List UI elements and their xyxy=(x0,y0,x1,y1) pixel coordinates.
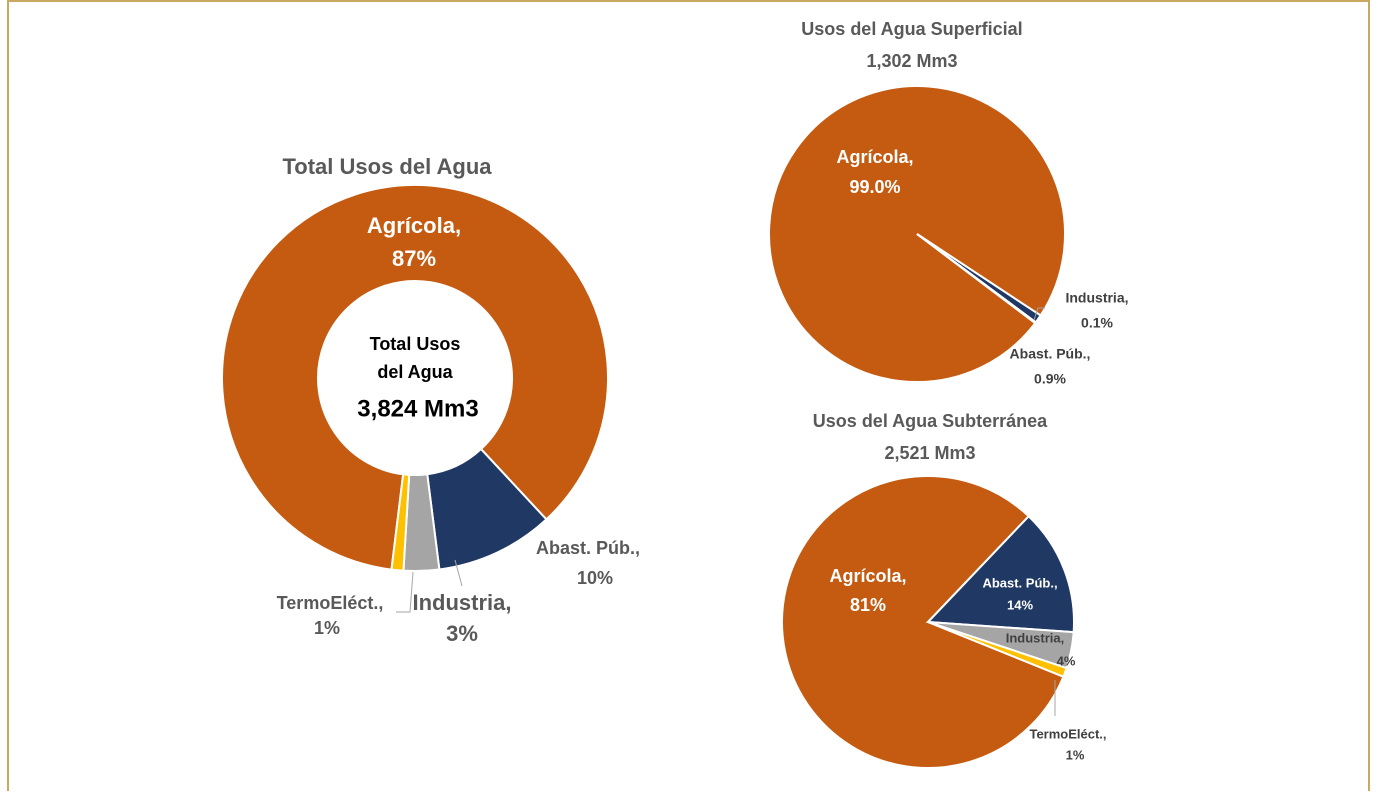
data-label: 87% xyxy=(392,246,436,271)
chart-subtitle: 2,521 Mm3 xyxy=(884,443,975,463)
slice xyxy=(390,473,411,572)
slice xyxy=(927,621,1068,678)
category-label: TermoEléct., xyxy=(277,593,384,613)
slice xyxy=(925,514,1075,634)
data-label: 0.1% xyxy=(1081,315,1113,331)
category-label: Abast. Púb., xyxy=(982,575,1057,590)
data-label: 1% xyxy=(314,618,340,638)
data-label: 81% xyxy=(850,595,886,615)
data-label: 1% xyxy=(1066,747,1085,762)
leader-line xyxy=(396,571,414,613)
slice xyxy=(221,184,609,571)
data-label: 99.0% xyxy=(849,177,900,197)
category-label: Agrícola, xyxy=(367,213,461,238)
slice xyxy=(916,233,1038,325)
category-label: Industria, xyxy=(1065,290,1128,306)
leader-lines xyxy=(396,307,1056,716)
chart-title: Total Usos del Agua xyxy=(282,154,492,179)
leader-line xyxy=(454,559,463,587)
data-label: 4% xyxy=(1057,653,1076,668)
center-label-box: Total Usos del Agua xyxy=(369,334,461,382)
center-label: Total Usos del Agua xyxy=(369,334,461,382)
frame xyxy=(7,0,1370,796)
data-label: 14% xyxy=(1007,597,1033,612)
marks xyxy=(221,85,1075,769)
data-label: 0.9% xyxy=(1034,371,1066,387)
slice xyxy=(781,475,1065,769)
data-label: 10% xyxy=(577,568,613,588)
category-label: Abast. Púb., xyxy=(1010,346,1091,362)
chart-subtitle: 1,302 Mm3 xyxy=(866,51,957,71)
center-value: 3,824 Mm3 xyxy=(357,395,478,422)
category-label: TermoEléct., xyxy=(1029,726,1106,741)
category-label: Agrícola, xyxy=(829,566,906,586)
category-label: Agrícola, xyxy=(836,147,913,167)
data-label: 3% xyxy=(446,621,478,646)
chart-title: Usos del Agua Superficial xyxy=(801,19,1022,39)
leader-line xyxy=(1033,307,1045,321)
category-label: Industria, xyxy=(1006,630,1065,645)
category-label: Industria, xyxy=(412,590,511,615)
chart-title: Usos del Agua Subterránea xyxy=(813,411,1048,431)
category-label: Abast. Púb., xyxy=(536,538,640,558)
